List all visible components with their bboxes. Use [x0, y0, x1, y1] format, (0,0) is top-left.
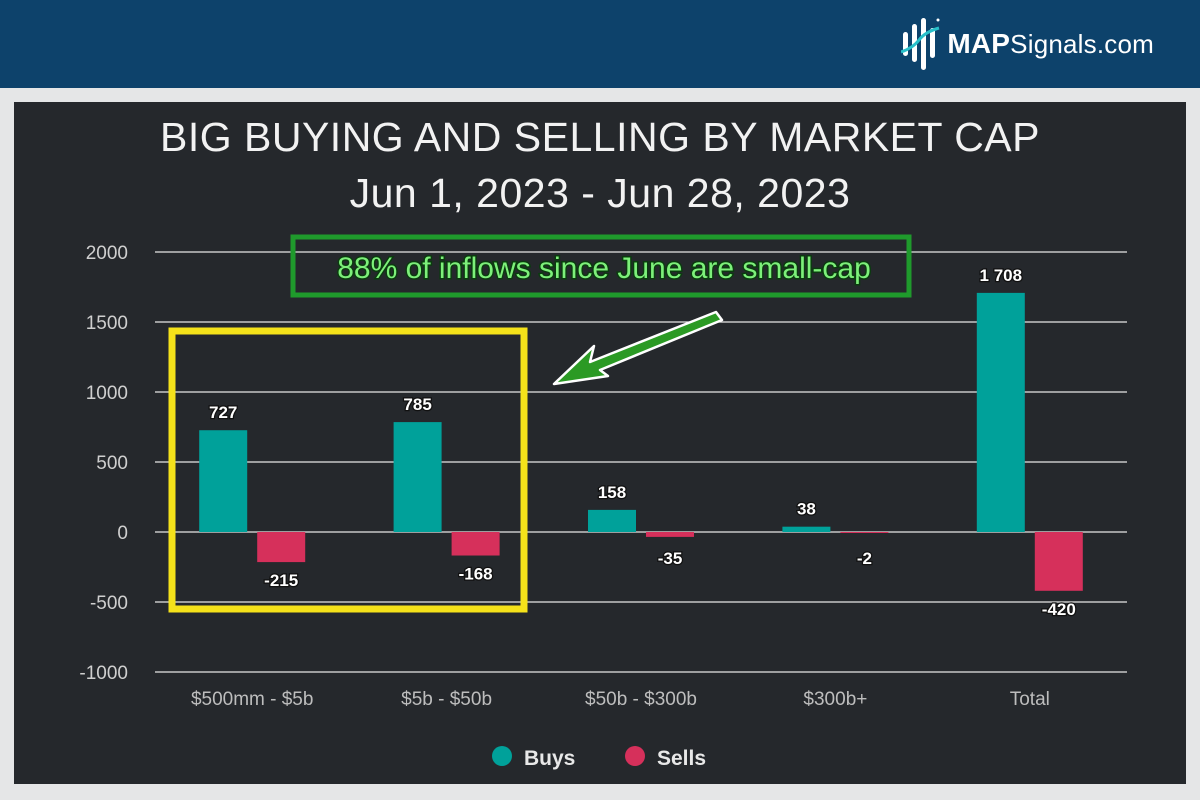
top-banner: MAPSignals.com: [0, 0, 1200, 88]
y-tick-label: 1000: [86, 383, 128, 404]
brand-logo[interactable]: MAPSignals.com: [901, 18, 1154, 70]
y-tick-label: 500: [96, 453, 128, 474]
buys-bar: [199, 430, 248, 532]
buys-data-label: 727: [209, 403, 237, 422]
sells-data-label: -35: [658, 549, 683, 568]
x-tick-label: $300b+: [803, 689, 867, 710]
y-tick-label: -500: [90, 593, 128, 614]
brand-name-rest: Signals.com: [1010, 29, 1154, 59]
brand-name: MAPSignals.com: [947, 28, 1154, 60]
legend-sells-swatch: [625, 746, 645, 766]
x-tick-label: $500mm - $5b: [191, 689, 314, 710]
sells-bar: [1034, 532, 1083, 591]
x-tick-label: Total: [1010, 689, 1050, 710]
sells-bar: [840, 532, 889, 533]
sells-data-label: -168: [459, 565, 493, 584]
buys-bar: [782, 526, 831, 532]
highlight-box: [168, 327, 528, 613]
sells-bar: [451, 532, 500, 556]
brand-name-bold: MAP: [947, 28, 1011, 59]
y-tick-label: -1000: [79, 663, 128, 684]
sells-data-label: -215: [264, 571, 298, 590]
sells-bar: [257, 532, 306, 563]
sells-data-label: -420: [1042, 600, 1076, 619]
annotation-arrow: [552, 310, 724, 386]
annotation-text: 88% of inflows since June are small-cap: [337, 252, 871, 285]
buys-data-label: 1 708: [980, 266, 1023, 285]
legend-buys-label: Buys: [524, 747, 575, 770]
buys-data-label: 38: [797, 500, 816, 519]
y-tick-label: 0: [117, 523, 128, 544]
x-tick-label: $50b - $300b: [585, 689, 697, 710]
chart-subtitle: Jun 1, 2023 - Jun 28, 2023: [349, 170, 851, 216]
annotation-box: [290, 234, 912, 298]
sells-bar: [646, 532, 694, 537]
buys-bar: [393, 422, 442, 532]
x-tick-label: $5b - $50b: [401, 689, 492, 710]
chart-title: BIG BUYING AND SELLING BY MARKET CAP: [159, 114, 1041, 160]
legend-sells-label: Sells: [657, 747, 706, 770]
buys-data-label: 785: [403, 395, 431, 414]
sells-data-label: -2: [857, 549, 872, 568]
buys-bar: [976, 292, 1025, 532]
y-tick-label: 2000: [86, 243, 128, 264]
buys-bar: [588, 509, 636, 532]
legend-buys-swatch: [492, 746, 512, 766]
map-signals-logo-icon: [901, 18, 940, 70]
y-tick-label: 1500: [86, 313, 128, 334]
buys-data-label: 158: [598, 483, 626, 502]
